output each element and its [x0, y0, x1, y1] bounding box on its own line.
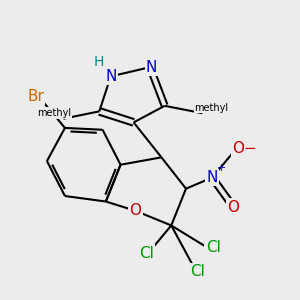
Text: +: +: [216, 164, 226, 173]
Text: −: −: [243, 141, 256, 156]
Text: Br: Br: [27, 89, 44, 104]
Text: N: N: [105, 69, 116, 84]
Text: H: H: [94, 55, 104, 69]
Text: Cl: Cl: [206, 240, 220, 255]
Text: O: O: [129, 203, 141, 218]
Text: N: N: [146, 60, 157, 75]
Text: Cl: Cl: [190, 264, 205, 279]
Text: Cl: Cl: [139, 246, 154, 261]
Text: methyl: methyl: [37, 108, 71, 118]
Text: N: N: [206, 170, 218, 185]
Text: O: O: [227, 200, 239, 214]
Text: methyl: methyl: [194, 103, 229, 113]
Text: O: O: [232, 141, 244, 156]
